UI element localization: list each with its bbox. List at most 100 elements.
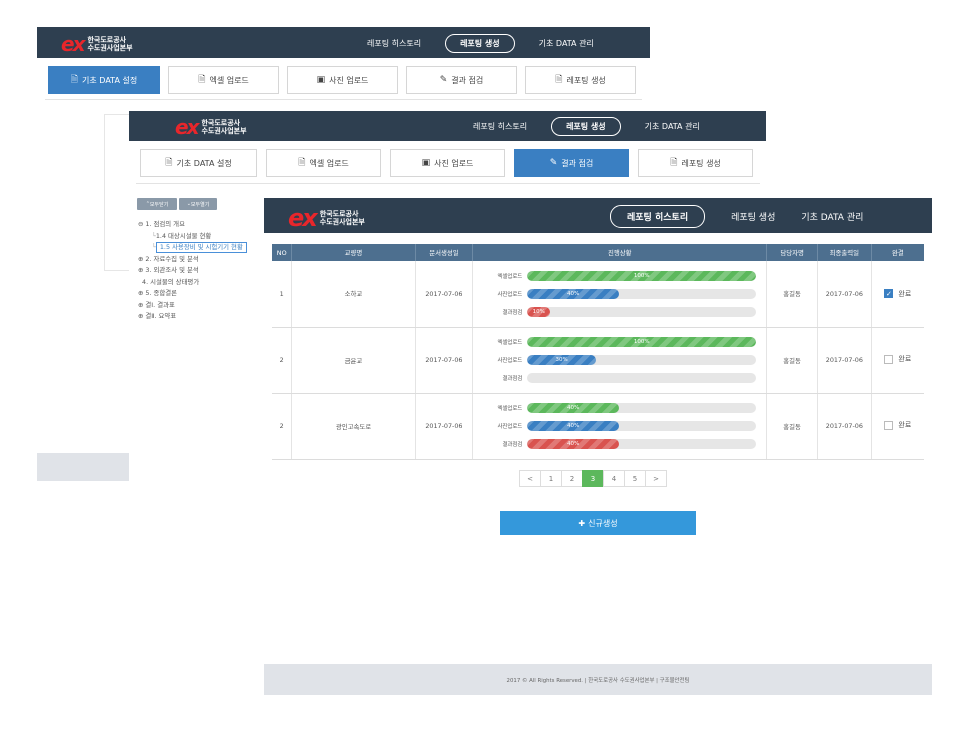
progress-fill: 100% [527, 337, 757, 347]
page-button[interactable]: 4 [603, 470, 625, 487]
done-checkbox[interactable]: 완료 [884, 354, 911, 364]
table-row[interactable]: 2 광인고속도로 2017-07-06 엑셀업로드 40% 사진업로드 40% 결과… [272, 393, 924, 460]
page-button[interactable]: 1 [540, 470, 562, 487]
new-create-button[interactable]: ✚ 신규생성 [500, 511, 696, 535]
nav-create[interactable]: 레포팅 생성 [445, 34, 515, 53]
progress-row: 결과점검 10% [481, 303, 757, 321]
tree-item[interactable]: ⊕ 2. 자료수집 및 분석 [138, 254, 199, 263]
tab-report-create[interactable]: 🗎 레포팅 생성 [525, 66, 636, 94]
page-button[interactable]: 3 [582, 470, 604, 487]
nav-create[interactable]: 레포팅 생성 [731, 213, 776, 223]
navbar-front: ex 한국도로공사 수도권사업본부 레포팅 히스토리 레포팅 생성 기초 DATA… [264, 198, 932, 233]
printed-date: 2017-07-06 [817, 327, 872, 394]
progress-track: 40% [527, 403, 757, 413]
page-button[interactable]: 5 [624, 470, 646, 487]
tab-result-check[interactable]: ✎ 결과 점검 [406, 66, 517, 94]
col-created: 문서생성일 [415, 244, 474, 261]
checkbox-icon [884, 354, 894, 364]
nav-history[interactable]: 레포팅 히스토리 [610, 205, 706, 228]
progress-label: 사진업로드 [497, 358, 523, 364]
table-row[interactable]: 2 금윤교 2017-07-06 엑셀업로드 100% 사진업로드 30% 결과점검… [272, 327, 924, 394]
navbar-back: ex 한국도로공사 수도권사업본부 레포팅 히스토리 레포팅 생성 기초 DATA… [37, 27, 650, 58]
progress-fill: 40% [527, 421, 619, 431]
progress-track: 100% [527, 337, 757, 347]
tab-excel-upload[interactable]: 🗎 엑셀 업로드 [168, 66, 279, 94]
progress-row: 사진업로드 40% [481, 285, 757, 303]
tree-item[interactable]: ⊕ 3. 외관조사 및 분석 [138, 266, 199, 274]
checkbox-icon: ✓ [884, 289, 894, 299]
ex-logo-icon: ex [288, 204, 318, 232]
edit-icon: ✎ [549, 158, 558, 168]
progress-label: 엑셀업로드 [497, 273, 523, 280]
tree-item[interactable]: ⊖ 1. 점검의 개요 [138, 220, 185, 228]
nav-basic-data[interactable]: 기초 DATA 관리 [644, 122, 700, 131]
logo: ex 한국도로공사 수도권사업본부 [175, 115, 247, 139]
nav-history[interactable]: 레포팅 히스토리 [367, 39, 422, 48]
progress-fill: 40% [527, 288, 619, 299]
file-icon: 🗎 [298, 158, 306, 168]
bridge-name: 소하교 [291, 261, 416, 328]
tree-item[interactable]: └1.4 대상시설물 현황 [152, 231, 212, 240]
progress-track: 40% [527, 421, 757, 431]
page-button[interactable]: 2 [561, 470, 583, 487]
nav-create[interactable]: 레포팅 생성 [551, 117, 621, 136]
progress-label: 결과점검 [502, 309, 523, 316]
table-row[interactable]: 1 소하교 2017-07-06 엑셀업로드 100% 사진업로드 40% 결과점검… [272, 261, 924, 328]
progress-label: 결과점검 [502, 442, 523, 448]
image-icon: ▣ [316, 75, 326, 85]
nav-basic-data[interactable]: 기초 DATA 관리 [801, 213, 864, 223]
tab-basic-setup[interactable]: 🗎 기초 DATA 설정 [140, 149, 257, 177]
expand-all-button[interactable]: ⌄ 모두열기 [179, 198, 217, 210]
tab-excel-upload[interactable]: 🗎 엑셀 업로드 [266, 149, 381, 177]
progress-track: 10% [527, 306, 757, 317]
printed-date: 2017-07-06 [817, 393, 872, 460]
nav-history[interactable]: 레포팅 히스토리 [473, 122, 528, 131]
image-icon: ▣ [421, 158, 431, 168]
tab-report-create[interactable]: 🗎 레포팅 생성 [638, 149, 753, 177]
tree-item[interactable]: 4. 시설물의 상태평가 [142, 277, 200, 286]
progress-track: 100% [527, 270, 757, 281]
prev-page-button[interactable]: < [519, 470, 541, 487]
progress-label: 엑셀업로드 [497, 406, 523, 412]
progress-track: 30% [527, 355, 757, 365]
progress-label: 결과점검 [502, 376, 523, 382]
progress-track [527, 373, 757, 383]
next-page-button[interactable]: > [645, 470, 667, 487]
tab-result-check[interactable]: ✎ 결과 점검 [514, 149, 629, 177]
col-printed: 최종출력일 [817, 244, 872, 261]
tab-photo-upload[interactable]: ▣ 사진 업로드 [287, 66, 398, 94]
checkbox-icon [884, 420, 894, 430]
navbar-middle: ex 한국도로공사 수도권사업본부 레포팅 히스토리 레포팅 생성 기초 DATA… [129, 111, 766, 141]
tree-item-selected[interactable]: └ 1.5 사용장비 및 시험기기 현황 [138, 242, 247, 254]
progress-fill: 40% [527, 439, 619, 449]
progress-fill: 30% [527, 355, 596, 365]
done-cell: 완료 [871, 393, 924, 460]
col-no: NO [272, 244, 293, 261]
progress-row: 사진업로드 40% [481, 417, 757, 435]
document-icon: 🗎 [165, 158, 173, 168]
done-checkbox[interactable]: ✓ 완료 [884, 289, 912, 299]
progress-cell: 엑셀업로드 40% 사진업로드 40% 결과점검 40% [472, 393, 768, 460]
bridge-name: 광인고속도로 [291, 393, 416, 460]
tab-photo-upload[interactable]: ▣ 사진 업로드 [390, 149, 505, 177]
logo: ex 한국도로공사 수도권사업본부 [61, 32, 133, 56]
tabs-middle: 🗎 기초 DATA 설정 🗎 엑셀 업로드 ▣ 사진 업로드 ✎ 결과 점검 🗎 레포팅 … [140, 149, 753, 177]
file-icon: 🗎 [198, 75, 206, 85]
tree-item[interactable]: ⊕ 결Ⅰ. 결과표 [138, 300, 175, 309]
progress-track: 40% [527, 288, 757, 299]
tree-item[interactable]: ⊕ 5. 종합결론 [138, 289, 178, 297]
divider [45, 99, 642, 100]
progress-label: 엑셀업로드 [497, 340, 523, 346]
row-no: 2 [272, 393, 293, 460]
collapse-all-button[interactable]: ⌃ 모두닫기 [137, 198, 177, 210]
done-checkbox[interactable]: 완료 [884, 420, 911, 430]
done-cell: 완료 [871, 327, 924, 394]
document-icon: 🗎 [670, 158, 678, 168]
tree-item[interactable]: ⊕ 결Ⅱ. 요약표 [138, 312, 177, 320]
progress-cell: 엑셀업로드 100% 사진업로드 40% 결과점검 10% [472, 261, 768, 328]
row-no: 2 [272, 327, 293, 394]
progress-label: 사진업로드 [497, 424, 523, 430]
progress-fill: 100% [527, 270, 757, 281]
nav-basic-data[interactable]: 기초 DATA 관리 [538, 39, 594, 48]
tab-basic-setup[interactable]: 🗎 기초 DATA 설정 [48, 66, 160, 94]
